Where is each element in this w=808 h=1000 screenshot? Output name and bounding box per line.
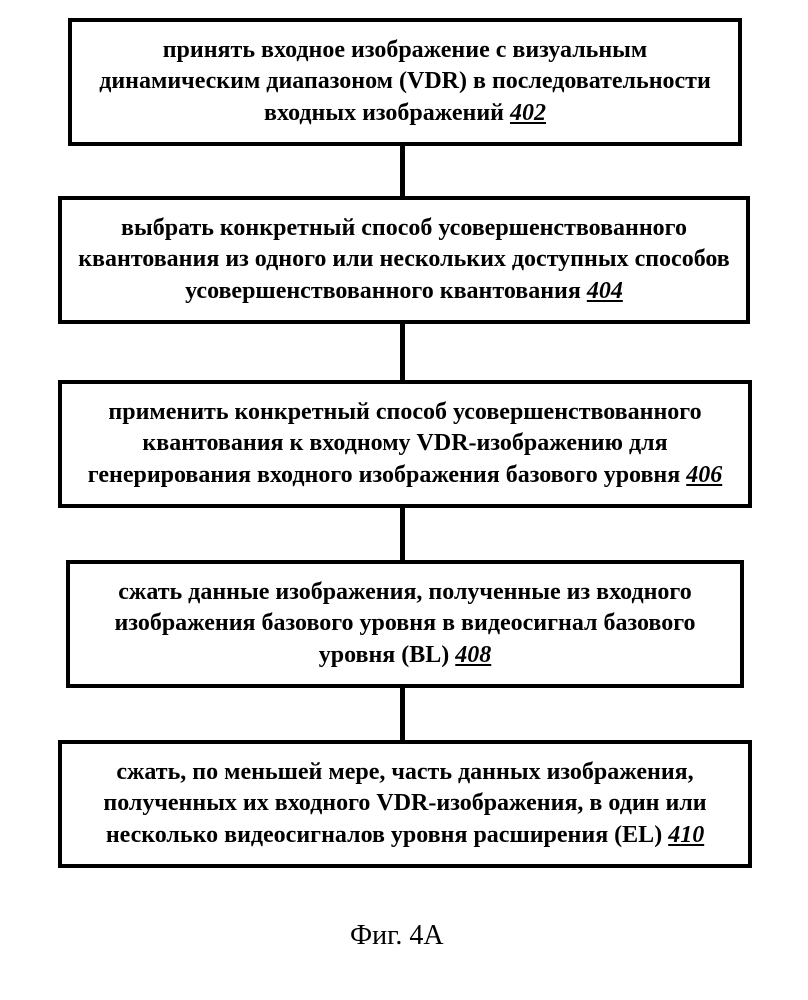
flow-step-402: принять входное изображение с визуальным… [68, 18, 742, 146]
connector-408-410 [400, 688, 405, 740]
step-ref: 408 [455, 642, 491, 668]
connector-402-404 [400, 146, 405, 196]
connector-404-406 [400, 324, 405, 380]
step-ref: 404 [587, 278, 623, 304]
flowchart-canvas: принять входное изображение с визуальным… [0, 0, 808, 1000]
flow-step-408: сжать данные изображения, полученные из … [66, 560, 744, 688]
step-text: сжать данные изображения, полученные из … [114, 579, 695, 667]
step-ref: 410 [668, 822, 704, 848]
step-ref: 402 [510, 100, 546, 126]
step-text: выбрать конкретный способ усовершенствов… [78, 215, 730, 303]
figure-caption: Фиг. 4A [350, 920, 444, 952]
flow-step-410: сжать, по меньшей мере, часть данных изо… [58, 740, 752, 868]
flow-step-406: применить конкретный способ усовершенств… [58, 380, 752, 508]
step-text: сжать, по меньшей мере, часть данных изо… [103, 759, 706, 847]
flow-step-404: выбрать конкретный способ усовершенствов… [58, 196, 750, 324]
connector-406-408 [400, 508, 405, 560]
step-ref: 406 [686, 462, 722, 488]
step-text: принять входное изображение с визуальным… [99, 37, 711, 125]
step-text: применить конкретный способ усовершенств… [88, 399, 702, 487]
